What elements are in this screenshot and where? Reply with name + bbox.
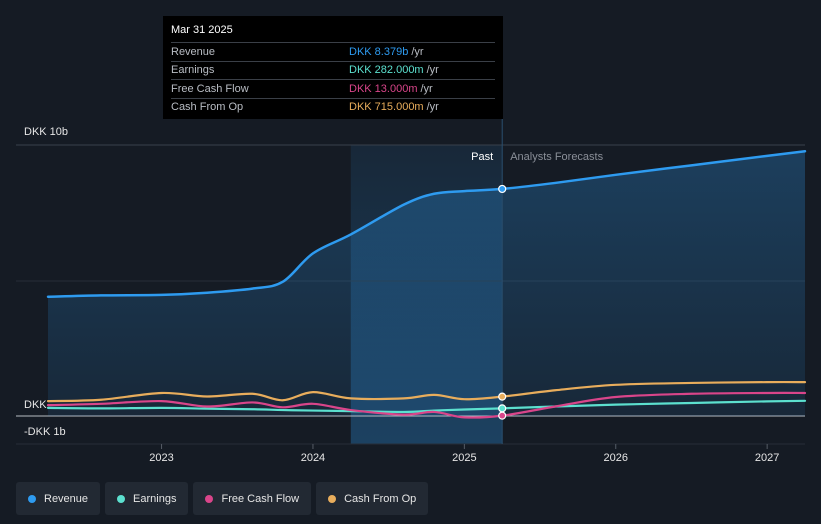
x-tick-label: 2027: [755, 452, 779, 464]
tooltip-row-label: Free Cash Flow: [171, 82, 249, 95]
cash-from-op-line: [46, 380, 807, 403]
series-lines: [46, 149, 807, 419]
cash-from-op-point: [498, 392, 507, 401]
tooltip-row-unit: /yr: [426, 101, 439, 114]
forecast-label: Analysts Forecasts: [510, 151, 603, 163]
tooltip-row-revenue: Revenue DKK 8.379b /yr: [171, 42, 495, 61]
legend-label: Revenue: [44, 492, 89, 505]
y-axis-label-bottom: -DKK 1b: [24, 426, 66, 438]
tooltip-row-label: Earnings: [171, 64, 215, 77]
tooltip-row-unit: /yr: [420, 82, 433, 95]
series-areas: [48, 151, 805, 416]
legend-label: Cash From Op: [344, 492, 417, 505]
tooltip-row-free-cash-flow: Free Cash Flow DKK 13.000m /yr: [171, 79, 495, 98]
tooltip-row-value: DKK 13.000m: [349, 82, 418, 95]
legend: Revenue Earnings Free Cash Flow Cash Fro…: [16, 482, 429, 515]
legend-item-revenue[interactable]: Revenue: [16, 482, 101, 515]
tooltip-row-value: DKK 715.000m: [349, 101, 424, 114]
cash-from-op-dot-icon: [328, 494, 337, 503]
legend-label: Earnings: [133, 492, 177, 505]
x-tick-label: 2023: [149, 452, 173, 464]
legend-label: Free Cash Flow: [221, 492, 300, 505]
tooltip-row-label: Revenue: [171, 45, 216, 58]
tooltip-row-earnings: Earnings DKK 282.000m /yr: [171, 60, 495, 80]
tooltip-row-unit: /yr: [411, 45, 424, 58]
tooltip-row-label: Cash From Op: [171, 101, 244, 114]
revenue-point: [498, 184, 507, 194]
earnings-point: [498, 404, 507, 413]
x-axis-ticks: 2023 2024 2025 2026 2027: [149, 444, 779, 464]
free-cash-flow-point: [498, 411, 507, 420]
x-tick-label: 2025: [452, 452, 476, 464]
revenue-line: [46, 149, 807, 299]
data-tooltip: Mar 31 2025 Revenue DKK 8.379b /yr Earni…: [163, 16, 503, 119]
tooltip-row-unit: /yr: [426, 64, 439, 77]
x-tick-label: 2024: [301, 452, 325, 464]
y-axis-label-top: DKK 10b: [24, 126, 69, 138]
earnings-line: [46, 399, 807, 414]
series-points: [498, 184, 507, 420]
tooltip-row-value: DKK 8.379b: [349, 45, 409, 58]
free-cash-flow-dot-icon: [205, 494, 214, 503]
past-label: Past: [471, 151, 493, 163]
legend-item-earnings[interactable]: Earnings: [105, 482, 189, 515]
legend-item-free-cash-flow[interactable]: Free Cash Flow: [193, 482, 312, 515]
earnings-dot-icon: [117, 494, 126, 503]
tooltip-row-value: DKK 282.000m: [349, 64, 424, 77]
free-cash-flow-line: [46, 391, 807, 419]
tooltip-date: Mar 31 2025: [171, 24, 233, 36]
tooltip-row-cash-from-op: Cash From Op DKK 715.000m /yr: [171, 97, 495, 117]
revenue-dot-icon: [28, 494, 36, 503]
x-tick-label: 2026: [604, 452, 628, 464]
legend-item-cash-from-op[interactable]: Cash From Op: [316, 482, 429, 515]
y-axis-label-zero: DKK: [24, 399, 47, 411]
revenue-area: [48, 151, 805, 416]
